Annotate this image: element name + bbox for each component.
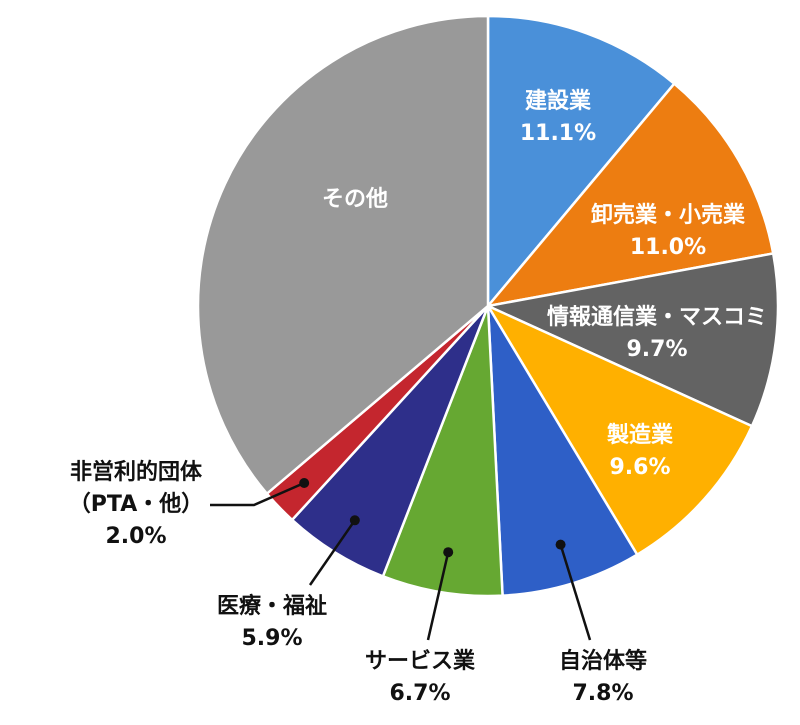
slice-8-name-label: その他 (322, 187, 388, 212)
slice-0-name-label: 建設業 (525, 88, 592, 114)
slice-5-value-label: 6.7% (389, 681, 450, 706)
slice-6-leader-line (308, 519, 356, 586)
slice-3-name-label: 製造業 (606, 422, 674, 448)
slice-6-name-label: 医療・福祉 (217, 593, 327, 619)
slice-7-name-label: 非営利的団体 (70, 459, 203, 485)
slice-7-value-label: 2.0% (105, 524, 166, 549)
slice-5-name-label: サービス業 (365, 649, 476, 674)
slice-1-wedge (484, 81, 775, 308)
slice-2-wedge (483, 251, 780, 428)
pie-labels: 建設業 11.1% 卸売業・小売業 11.0% 情報通信業・マスコミ 9.7% 製造業 9.6… (69, 88, 767, 706)
slice-3-value-label: 9.6% (609, 455, 670, 480)
slice-1-name-label: 卸売業・小売業 (591, 202, 746, 228)
slice-7-name-label-2: （PTA・他） (69, 492, 203, 517)
slice-0-value-label: 11.1% (520, 121, 596, 146)
slice-4-value-label: 7.8% (572, 681, 633, 706)
slice-6-value-label: 5.9% (241, 626, 302, 651)
slice-2-value-label: 9.7% (626, 337, 687, 362)
slice-7-leader-line (210, 481, 305, 507)
slice-3-wedge (484, 303, 754, 557)
slice-2-name-label: 情報通信業・マスコミ (547, 304, 767, 330)
slice-4-leader-line (559, 544, 592, 641)
slice-4-name-label: 自治体等 (559, 648, 647, 674)
slice-5-wedge (381, 305, 504, 598)
slice-5-leader-line (426, 551, 450, 641)
slice-8-wedge (196, 14, 490, 496)
pie-slices (196, 14, 780, 598)
slice-1-value-label: 11.0% (630, 235, 706, 260)
slice-0-wedge (486, 14, 677, 310)
